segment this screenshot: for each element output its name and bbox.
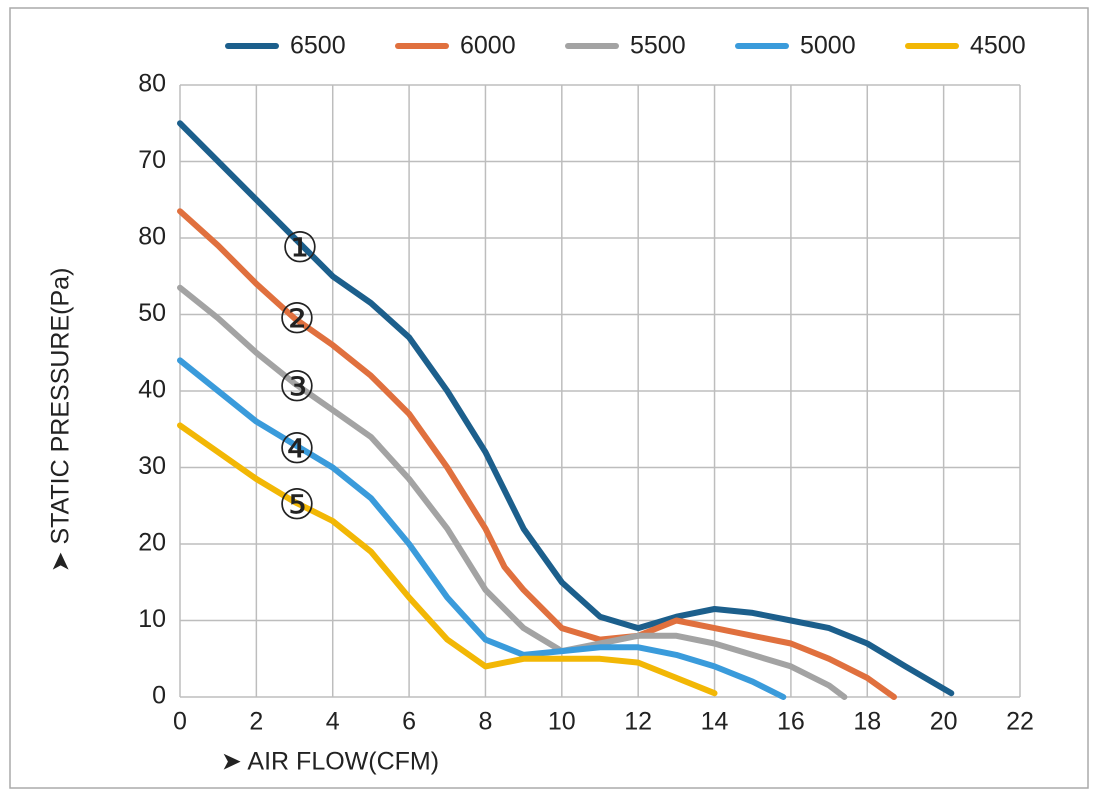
x-tick-label: 14 bbox=[701, 708, 729, 736]
legend-label: 6000 bbox=[460, 32, 516, 60]
y-tick-label: 40 bbox=[138, 376, 166, 404]
series-line bbox=[177, 284, 848, 700]
y-tick-label: 0 bbox=[152, 682, 166, 710]
x-tick-label: 0 bbox=[173, 708, 187, 736]
x-tick-label: 18 bbox=[853, 708, 881, 736]
x-tick-label: 12 bbox=[624, 708, 652, 736]
legend-label: 5000 bbox=[800, 32, 856, 60]
x-tick-label: 10 bbox=[548, 708, 576, 736]
series-line bbox=[177, 357, 787, 700]
annotation: ⑤ bbox=[278, 481, 316, 528]
plot-area: 0 10 20 30 40 50 80 70 80 0 2 4 6 8 10 12 14 16 18 20 22 ① ② ③ ④… bbox=[138, 70, 1034, 736]
annotation: ③ bbox=[278, 363, 316, 410]
y-tick-label: 80 bbox=[138, 70, 166, 98]
frame bbox=[9, 7, 1089, 789]
x-tick-label: 2 bbox=[249, 708, 263, 736]
y-tick-label: 30 bbox=[138, 452, 166, 480]
series-line bbox=[177, 208, 897, 700]
annotation: ① bbox=[281, 224, 319, 271]
x-tick-label: 8 bbox=[479, 708, 493, 736]
x-tick-label: 4 bbox=[326, 708, 340, 736]
y-tick-label: 70 bbox=[138, 146, 166, 174]
y-tick-label: 80 bbox=[138, 223, 166, 251]
x-axis-label: ➤ AIR FLOW(CFM) bbox=[221, 748, 439, 776]
legend-label: 5500 bbox=[630, 32, 686, 60]
x-tick-label: 22 bbox=[1006, 708, 1034, 736]
series-line bbox=[177, 422, 718, 697]
x-tick-label: 16 bbox=[777, 708, 805, 736]
legend-label: 6500 bbox=[290, 32, 346, 60]
legend-label: 4500 bbox=[970, 32, 1026, 60]
y-tick-label: 50 bbox=[138, 299, 166, 327]
y-tick-label: 10 bbox=[138, 605, 166, 633]
y-axis-label: ➤ STATIC PRESSURE(Pa) bbox=[47, 268, 75, 573]
annotation: ② bbox=[278, 295, 316, 342]
y-tick-label: 20 bbox=[138, 529, 166, 557]
series-line bbox=[177, 120, 955, 697]
annotation: ④ bbox=[278, 425, 316, 472]
x-tick-label: 20 bbox=[930, 708, 958, 736]
x-tick-label: 6 bbox=[402, 708, 416, 736]
